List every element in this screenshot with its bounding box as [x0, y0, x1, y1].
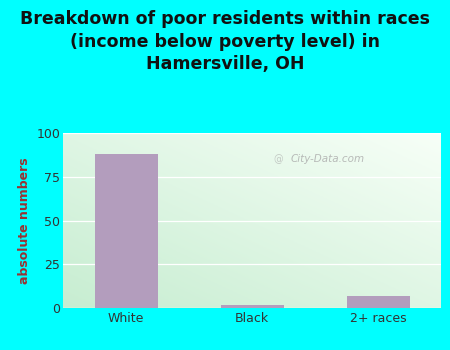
Bar — [94, 154, 158, 308]
Text: @: @ — [274, 154, 283, 164]
Bar — [220, 304, 284, 308]
Bar — [346, 296, 410, 308]
Text: City-Data.com: City-Data.com — [291, 154, 364, 164]
Text: Breakdown of poor residents within races
(income below poverty level) in
Hamersv: Breakdown of poor residents within races… — [20, 10, 430, 73]
Y-axis label: absolute numbers: absolute numbers — [18, 157, 31, 284]
